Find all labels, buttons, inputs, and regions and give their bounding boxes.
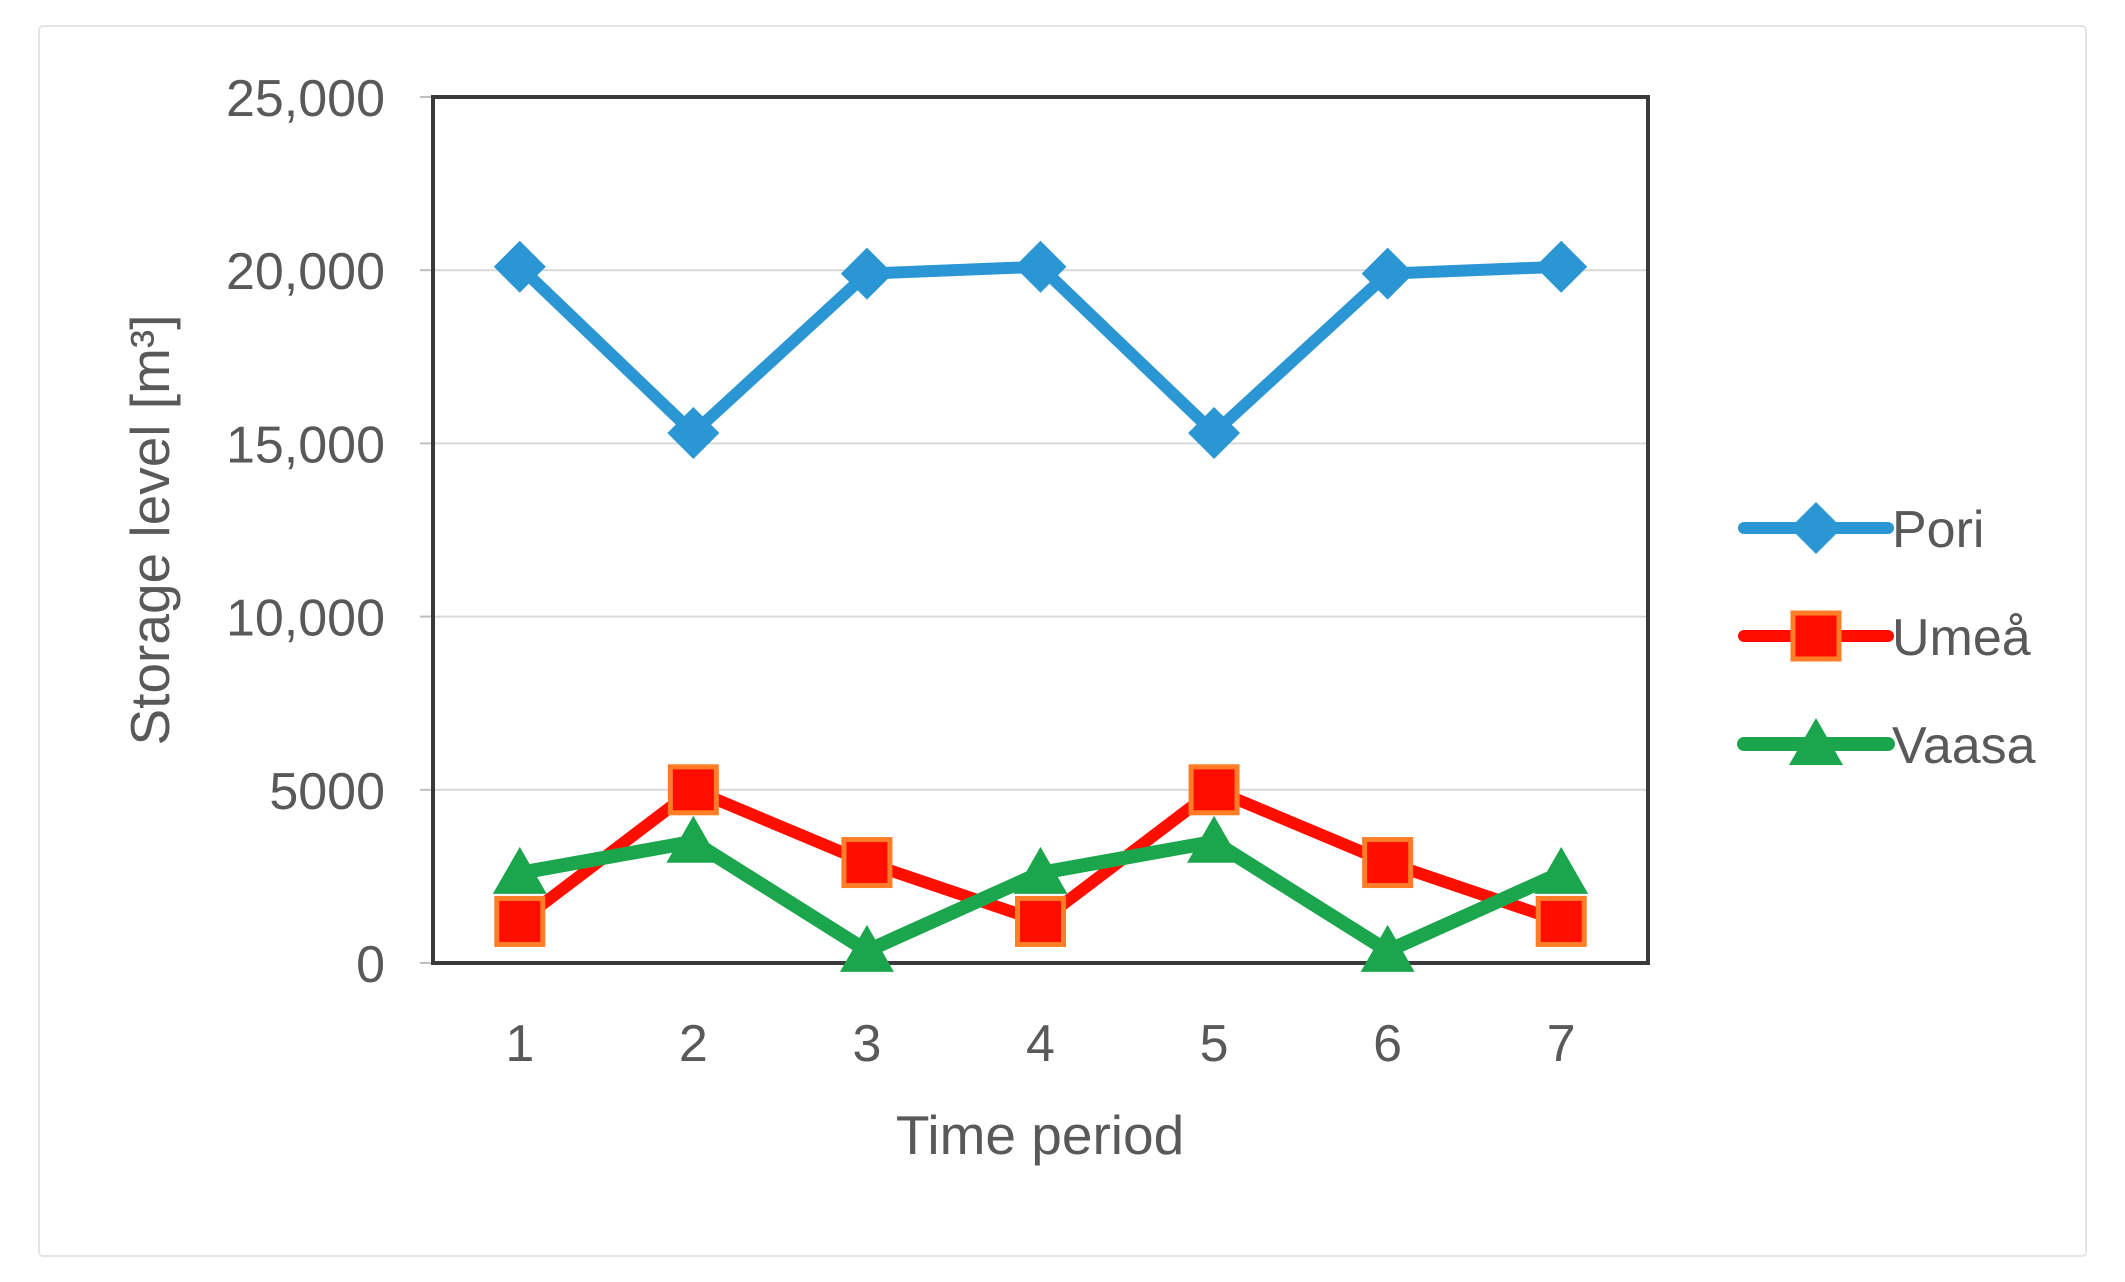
- y-axis-tick-marks: [420, 96, 433, 964]
- gridlines: [433, 96, 1648, 791]
- plot-area-border: [431, 95, 1650, 965]
- square-marker: [1790, 610, 1842, 662]
- x-axis-title: Time period: [896, 1104, 1184, 1166]
- x-tick-label: 7: [1547, 1015, 1576, 1073]
- y-axis-tick-labels: 0 5000 10,000 15,000 20,000 25,000: [226, 70, 385, 994]
- y-tick-label: 0: [356, 936, 385, 994]
- triangle-marker: [1534, 846, 1589, 894]
- x-tick-label: 1: [505, 1015, 534, 1073]
- y-tick-label: 15,000: [226, 416, 385, 474]
- x-axis-tick-labels: 1 2 3 4 5 6 7: [505, 1015, 1575, 1073]
- square-marker: [1535, 895, 1587, 947]
- triangle-marker: [1187, 815, 1242, 863]
- diamond-marker: [1790, 502, 1842, 554]
- diamond-marker: [1188, 407, 1241, 460]
- legend-item-vaasa: Vaasa: [1737, 717, 2036, 775]
- square-marker: [1188, 764, 1240, 816]
- square-marker: [841, 837, 893, 889]
- x-tick-label: 3: [852, 1015, 881, 1073]
- x-tick-label: 5: [1200, 1015, 1229, 1073]
- legend-label: Vaasa: [1892, 717, 2036, 775]
- square-marker: [494, 895, 546, 947]
- x-tick-label: 2: [679, 1015, 708, 1073]
- triangle-marker: [666, 815, 721, 863]
- triangle-marker: [1360, 924, 1415, 972]
- diamond-marker: [1014, 240, 1067, 293]
- diamond-marker: [840, 247, 893, 300]
- y-tick-label: 5000: [269, 763, 385, 821]
- triangle-marker: [1013, 846, 1068, 894]
- legend-item-pori: Pori: [1738, 501, 1984, 559]
- series-vaasa: [492, 815, 1589, 972]
- legend-label: Pori: [1892, 501, 1984, 559]
- legend: Pori Umeå Vaasa: [1737, 501, 2036, 775]
- y-axis-title: Storage level [m³]: [119, 314, 181, 745]
- square-marker: [667, 764, 719, 816]
- y-tick-label: 25,000: [226, 70, 385, 128]
- diamond-marker: [1361, 247, 1414, 300]
- diamond-marker: [1535, 240, 1588, 293]
- x-tick-label: 4: [1026, 1015, 1055, 1073]
- x-tick-label: 6: [1373, 1015, 1402, 1073]
- legend-item-umeå: Umeå: [1738, 609, 2031, 667]
- square-marker: [1362, 837, 1414, 889]
- triangle-marker: [839, 924, 894, 972]
- y-tick-label: 20,000: [226, 243, 385, 301]
- triangle-marker: [1789, 718, 1843, 765]
- square-marker: [1015, 895, 1066, 947]
- series-umeå: [494, 764, 1587, 947]
- legend-label: Umeå: [1892, 609, 2031, 667]
- series-pori: [493, 240, 1588, 460]
- diamond-marker: [667, 407, 720, 460]
- series-group: [492, 240, 1589, 972]
- y-tick-label: 10,000: [226, 590, 385, 648]
- diamond-marker: [493, 240, 546, 293]
- triangle-marker: [492, 846, 547, 894]
